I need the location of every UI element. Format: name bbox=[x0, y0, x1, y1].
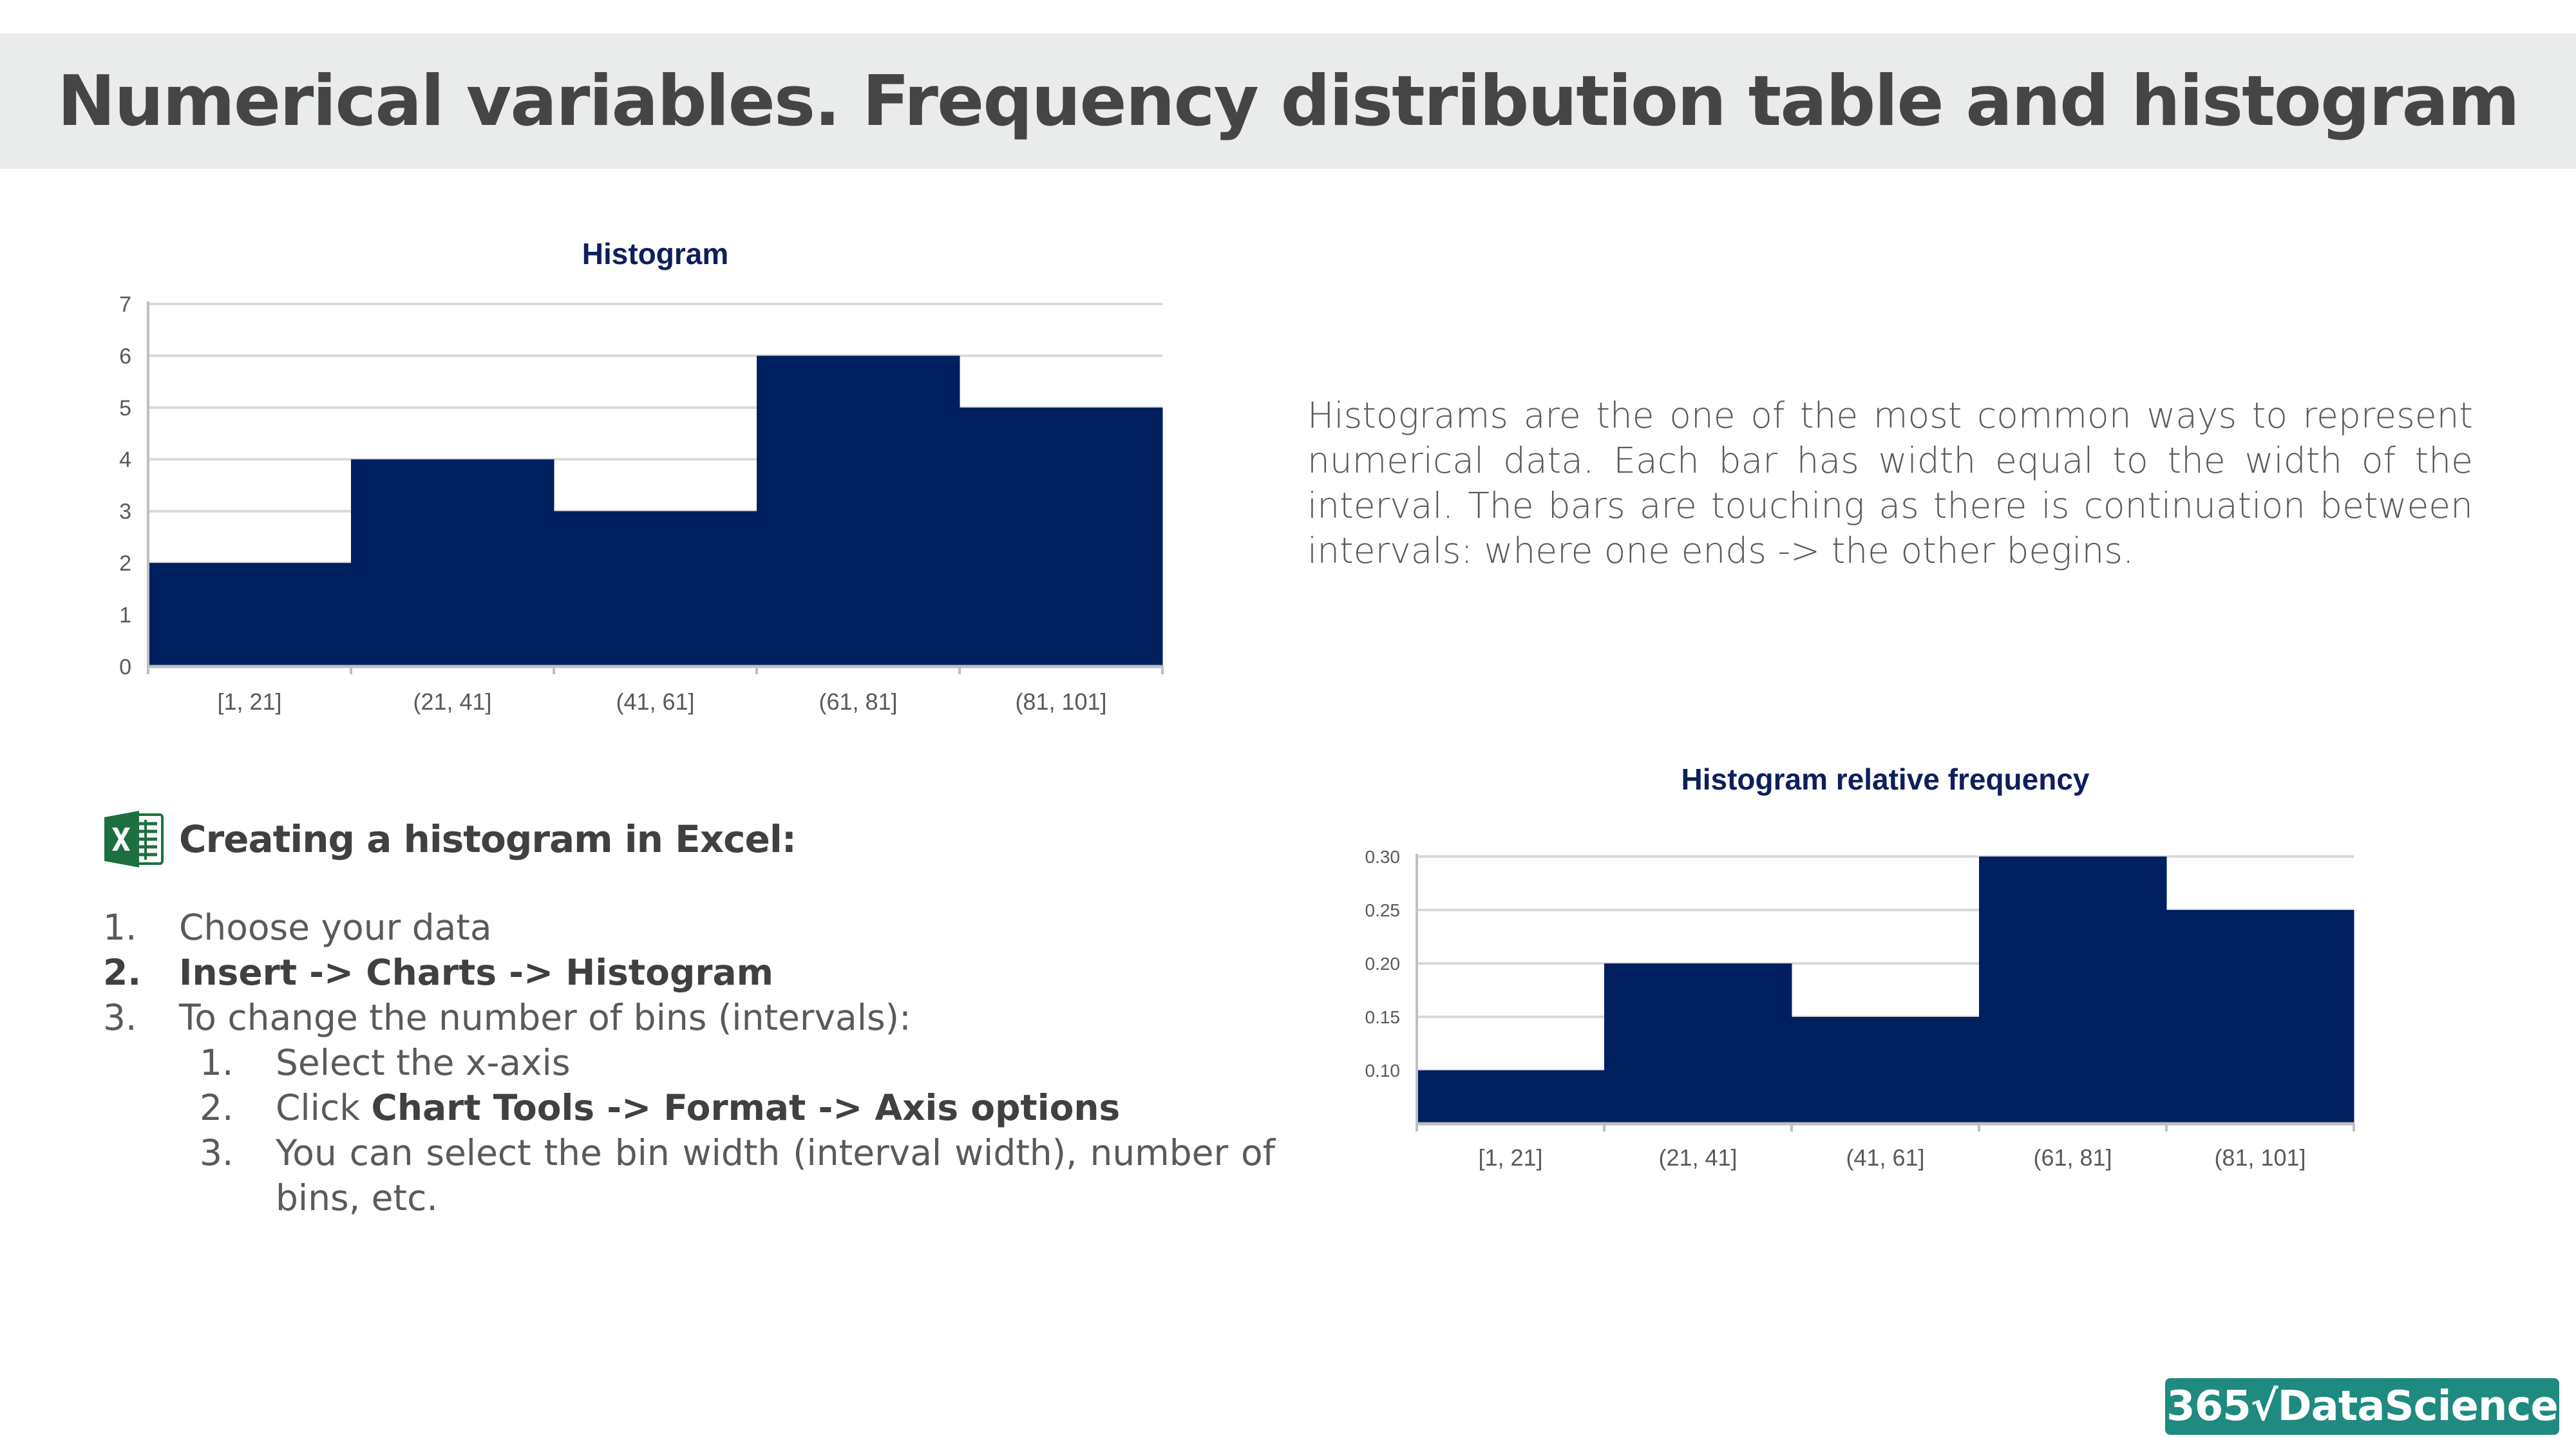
substep-prefix: Click bbox=[276, 1087, 372, 1128]
substep-text: Select the x-axis bbox=[276, 1042, 571, 1083]
y-tick-label: 6 bbox=[119, 344, 131, 368]
x-tick-label: [1, 21] bbox=[1478, 1144, 1542, 1171]
histogram-bar bbox=[351, 459, 554, 667]
histogram-bar bbox=[1979, 857, 2167, 1124]
y-tick-label: 0.10 bbox=[1365, 1061, 1401, 1081]
histogram-bar bbox=[1417, 1070, 1605, 1124]
histogram-bar bbox=[757, 355, 960, 667]
x-tick-label: [1, 21] bbox=[217, 688, 281, 715]
histogram-bar bbox=[148, 563, 352, 667]
substep-number: 2. bbox=[200, 1087, 234, 1128]
substep-number: 3. bbox=[200, 1132, 234, 1173]
histogram-description: Histograms are the one of the most commo… bbox=[1307, 395, 2473, 571]
y-tick-label: 3 bbox=[119, 500, 131, 524]
x-tick-label: (61, 81] bbox=[2033, 1144, 2112, 1171]
substep-text: Click Chart Tools -> Format -> Axis opti… bbox=[276, 1085, 1275, 1130]
y-tick-label: 4 bbox=[119, 448, 131, 472]
y-tick-label: 0.15 bbox=[1365, 1007, 1401, 1027]
list-item: 3. To change the number of bins (interva… bbox=[103, 995, 1275, 1040]
list-item: 1. Choose your data bbox=[103, 905, 1275, 950]
x-tick-label: (81, 101] bbox=[2214, 1144, 2306, 1171]
excel-heading-text: Creating a histogram in Excel: bbox=[179, 817, 797, 861]
substep-bold-text: Chart Tools -> Format -> Axis options bbox=[371, 1087, 1121, 1128]
y-tick-label: 0 bbox=[119, 655, 131, 679]
histogram-bar bbox=[1792, 1017, 1980, 1124]
brand-logo: 365√DataScience bbox=[2165, 1378, 2559, 1435]
list-item: 2. Click Chart Tools -> Format -> Axis o… bbox=[103, 1085, 1275, 1130]
title-bar: Numerical variables. Frequency distribut… bbox=[0, 33, 2576, 169]
excel-heading: Creating a histogram in Excel: bbox=[103, 808, 797, 870]
step-text: Choose your data bbox=[179, 907, 492, 948]
y-tick-label: 0.25 bbox=[1365, 900, 1401, 920]
histogram-svg: Histogram 0 1 2 3 4 5 6 7 [1, 21] (21, 41] (41, 61]… bbox=[119, 237, 1164, 715]
page-title: Numerical variables. Frequency distribut… bbox=[57, 61, 2520, 142]
x-tick-label: (81, 101] bbox=[1015, 688, 1106, 715]
y-tick-label: 1 bbox=[119, 603, 131, 627]
y-tick-label: 7 bbox=[119, 292, 131, 317]
steps-list: 1. Choose your data 2. Insert -> Charts … bbox=[103, 905, 1275, 1220]
histogram-bar bbox=[1604, 963, 1792, 1124]
x-tick-label: (21, 41] bbox=[413, 688, 491, 715]
histogram-bar bbox=[554, 511, 757, 667]
y-tick-label: 0.20 bbox=[1365, 954, 1401, 974]
step-text: Insert -> Charts -> Histogram bbox=[179, 952, 773, 993]
y-tick-label: 5 bbox=[119, 396, 131, 421]
histogram-bar bbox=[2166, 910, 2354, 1124]
relative-frequency-svg: Histogram relative frequency 0.10 0.15 0.20… bbox=[1365, 762, 2355, 1171]
relative-frequency-chart: Histogram relative frequency 0.10 0.15 0.20… bbox=[1340, 753, 2383, 1191]
y-tick-label: 2 bbox=[119, 551, 131, 576]
x-tick-label: (61, 81] bbox=[819, 688, 897, 715]
chart-title: Histogram relative frequency bbox=[1681, 762, 2089, 796]
histogram-chart: Histogram 0 1 2 3 4 5 6 7 [1, 21] (21, 41] (41, 61]… bbox=[90, 232, 1185, 734]
substep-number: 1. bbox=[200, 1042, 234, 1083]
histogram-bar bbox=[960, 407, 1163, 667]
list-item: 2. Insert -> Charts -> Histogram bbox=[103, 950, 1275, 995]
substep-text: You can select the bin width (interval w… bbox=[276, 1132, 1275, 1218]
x-tick-label: (21, 41] bbox=[1658, 1144, 1737, 1171]
list-item: 1. Select the x-axis bbox=[103, 1040, 1275, 1085]
excel-icon bbox=[104, 811, 164, 867]
step-number: 1. bbox=[103, 907, 137, 948]
step-number: 3. bbox=[103, 997, 137, 1038]
list-item: 3. You can select the bin width (interva… bbox=[103, 1130, 1275, 1220]
step-number: 2. bbox=[103, 952, 142, 993]
y-tick-label: 0.30 bbox=[1365, 847, 1401, 867]
x-tick-label: (41, 61] bbox=[1846, 1144, 1924, 1171]
x-tick-label: (41, 61] bbox=[616, 688, 694, 715]
step-text: To change the number of bins (intervals)… bbox=[179, 997, 911, 1038]
chart-title: Histogram bbox=[582, 237, 728, 270]
